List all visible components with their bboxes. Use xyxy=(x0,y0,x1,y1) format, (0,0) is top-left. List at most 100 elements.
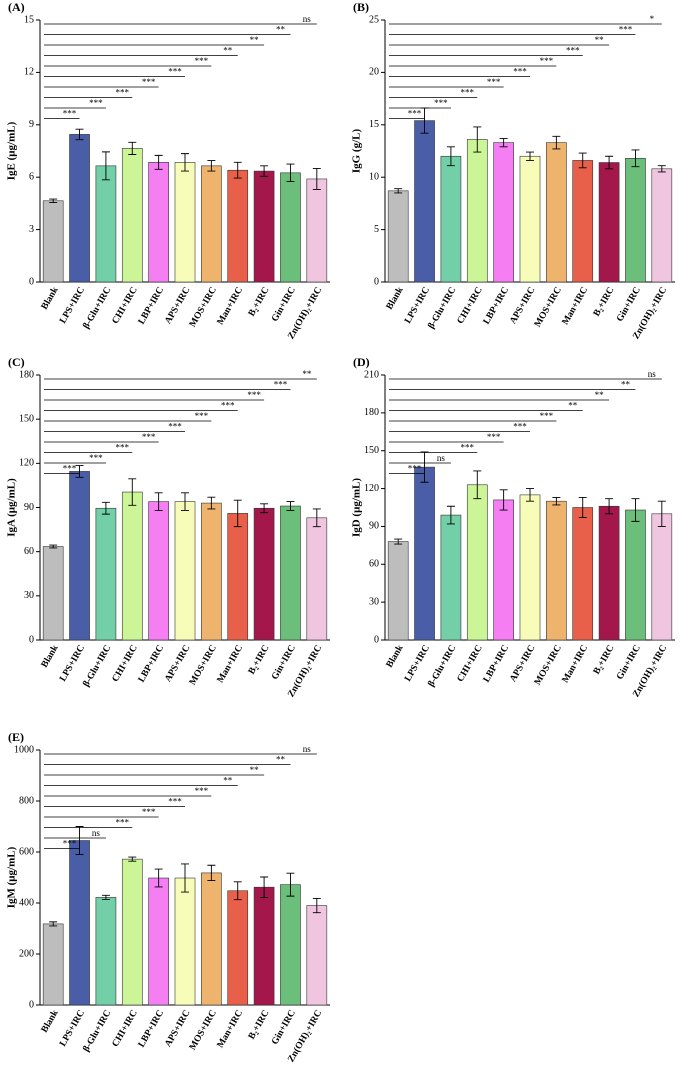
error-bar xyxy=(499,137,508,148)
y-tick-label: 15 xyxy=(24,14,34,25)
significance-label: *** xyxy=(540,411,554,421)
x-tick-label: Man+IRC xyxy=(216,1008,246,1049)
bar xyxy=(253,886,275,1006)
error-bar xyxy=(631,498,640,522)
y-tick-label: 0 xyxy=(374,634,379,645)
significance-label: *** xyxy=(461,443,475,453)
bar xyxy=(440,514,462,641)
y-tick-label: 30 xyxy=(369,596,379,607)
bar xyxy=(174,162,196,283)
y-tick-label: 10 xyxy=(369,171,379,182)
x-tick-label: Blank xyxy=(40,1008,61,1035)
error-bar xyxy=(420,451,429,483)
y-axis-label: IgG (g/L) xyxy=(351,129,363,174)
significance-label: *** xyxy=(247,390,261,400)
bar xyxy=(598,505,620,641)
x-tick-label: LBP+IRC xyxy=(482,643,511,684)
bar xyxy=(625,509,646,641)
y-tick-label: 0 xyxy=(29,634,34,645)
panel-label: (B) xyxy=(353,0,369,14)
y-axis-label: IgD (μg/mL) xyxy=(351,478,363,537)
error-bar xyxy=(101,501,110,515)
x-tick-label: β-Glu+IRC xyxy=(82,643,114,688)
x-tick-label: Man+IRC xyxy=(561,643,591,684)
error-bar xyxy=(181,492,189,511)
error-bar xyxy=(181,153,189,172)
error-bar xyxy=(49,921,58,927)
bar xyxy=(651,168,673,283)
y-tick-label: 800 xyxy=(19,795,34,806)
error-bar xyxy=(286,872,295,897)
y-tick-label: 30 xyxy=(24,590,34,601)
bar xyxy=(546,142,567,283)
error-bar xyxy=(446,146,455,167)
x-tick-label: Gin+IRC xyxy=(270,285,298,323)
y-tick-label: 0 xyxy=(29,999,34,1010)
significance-label: ns xyxy=(92,828,101,838)
bar xyxy=(95,507,117,641)
x-tick-label: LPS+IRC xyxy=(58,1008,87,1048)
significance-label: ** xyxy=(250,35,260,45)
error-bar xyxy=(233,499,242,528)
significance-label: *** xyxy=(619,25,633,35)
bar xyxy=(201,502,222,641)
y-tick-label: 20 xyxy=(369,67,379,78)
bar xyxy=(253,170,275,283)
significance-label: *** xyxy=(513,422,527,432)
x-tick-label: LPS+IRC xyxy=(403,643,432,683)
bar xyxy=(148,877,169,1006)
y-tick-label: 15 xyxy=(369,119,379,130)
significance-label: *** xyxy=(513,67,527,77)
x-tick-label: β-Glu+IRC xyxy=(427,643,459,688)
significance-label: *** xyxy=(195,411,209,421)
error-bar xyxy=(260,503,269,514)
significance-label: *** xyxy=(116,818,130,828)
error-bar xyxy=(154,868,163,888)
significance-label: ns xyxy=(648,369,657,379)
error-bar xyxy=(128,478,137,506)
bar xyxy=(227,169,249,283)
y-tick-label: 400 xyxy=(19,897,34,908)
significance-label: *** xyxy=(168,797,182,807)
error-bar xyxy=(526,151,534,161)
significance-label: ** xyxy=(595,35,605,45)
significance-label: ** xyxy=(568,401,578,411)
x-tick-label: Gin+IRC xyxy=(615,285,643,323)
bar xyxy=(414,466,435,641)
x-tick-label: Blank xyxy=(40,285,61,312)
error-bar xyxy=(473,126,482,153)
bar xyxy=(253,507,275,641)
significance-label: *** xyxy=(168,67,182,77)
x-tick-label: APS+IRC xyxy=(508,285,537,325)
significance-label: *** xyxy=(89,98,103,108)
error-bar xyxy=(446,505,455,525)
x-tick-label: CHI+IRC xyxy=(456,643,485,683)
bar xyxy=(519,155,541,283)
significance-label: *** xyxy=(63,109,77,119)
x-tick-label: APS+IRC xyxy=(163,643,192,683)
bar xyxy=(280,884,301,1006)
bar xyxy=(121,491,143,641)
y-tick-label: 150 xyxy=(19,413,34,424)
bar xyxy=(572,160,594,283)
significance-label: ** xyxy=(276,25,286,35)
error-bar xyxy=(657,500,666,527)
x-tick-label: Man+IRC xyxy=(216,285,246,326)
y-tick-label: 9 xyxy=(29,119,34,130)
bar xyxy=(148,162,169,283)
bar xyxy=(651,513,673,641)
significance-label: *** xyxy=(142,432,156,442)
x-tick-label: LBP+IRC xyxy=(482,285,511,326)
significance-label: *** xyxy=(221,401,235,411)
bar xyxy=(121,858,143,1006)
error-bar xyxy=(207,496,216,510)
error-bar xyxy=(312,897,321,914)
error-bar xyxy=(657,165,666,173)
significance-label: *** xyxy=(487,432,501,442)
significance-label: *** xyxy=(142,77,156,87)
significance-label: *** xyxy=(89,453,103,463)
x-tick-label: β-Glu+IRC xyxy=(427,285,459,330)
x-tick-label: B₂+IRC xyxy=(247,285,272,318)
significance-label: *** xyxy=(142,807,156,817)
